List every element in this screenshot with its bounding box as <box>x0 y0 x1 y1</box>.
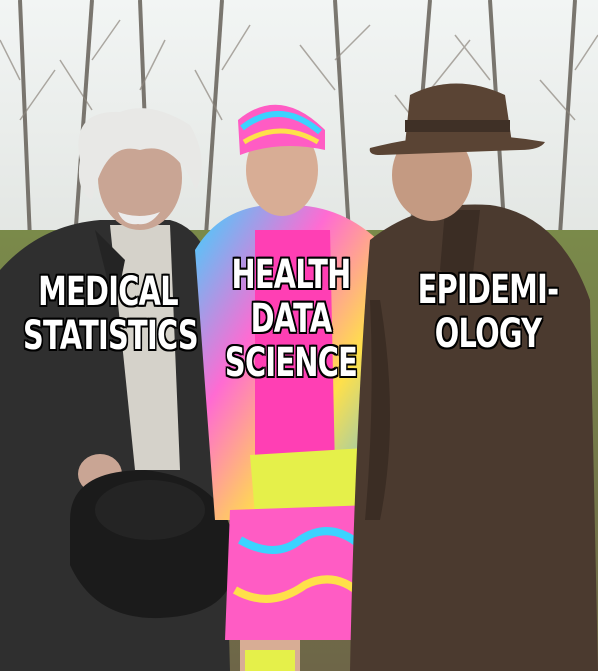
left-person <box>0 108 235 671</box>
caption-left-line-1: MEDICAL <box>38 269 178 315</box>
caption-health-data-science: HEALTH DATA SCIENCE <box>215 253 366 385</box>
caption-epidemiology: EPIDEMI- OLOGY <box>416 268 560 356</box>
caption-middle-line-2: DATA <box>250 296 333 342</box>
right-person <box>350 83 598 671</box>
caption-middle-line-3: SCIENCE <box>224 340 358 386</box>
caption-medical-statistics: MEDICAL STATISTICS <box>23 269 199 359</box>
caption-right-line-1: EPIDEMI- <box>417 267 559 313</box>
caption-left-line-2: STATISTICS <box>23 313 199 359</box>
caption-right-line-2: OLOGY <box>434 311 542 357</box>
caption-middle-line-1: HEALTH <box>231 252 351 298</box>
middle-person <box>195 104 392 671</box>
